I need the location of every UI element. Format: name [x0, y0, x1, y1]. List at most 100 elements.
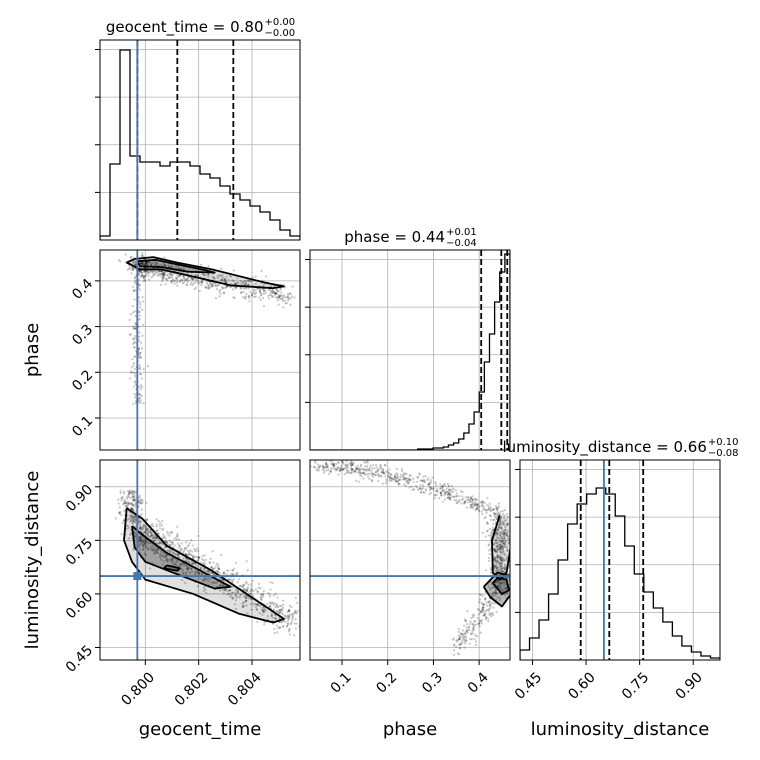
- sample-point: [152, 262, 155, 265]
- sample-point: [216, 566, 220, 569]
- sample-point: [362, 468, 365, 471]
- sample-point: [180, 267, 183, 270]
- sample-point: [291, 614, 294, 617]
- sample-point: [166, 533, 170, 536]
- sample-point: [501, 567, 504, 570]
- sample-point: [129, 520, 132, 523]
- sample-point: [498, 585, 502, 588]
- sample-point: [165, 541, 168, 544]
- sample-point: [488, 613, 491, 616]
- sample-point: [477, 613, 480, 616]
- sample-point: [138, 269, 141, 273]
- sample-point: [385, 478, 388, 481]
- sample-point: [503, 531, 506, 534]
- sample-point: [227, 592, 231, 595]
- sample-point: [138, 548, 142, 551]
- sample-point: [207, 284, 210, 287]
- sample-point: [250, 588, 254, 591]
- sample-point: [273, 631, 276, 635]
- sample-point: [501, 510, 504, 513]
- sample-point: [134, 521, 137, 524]
- sample-point: [227, 577, 230, 581]
- sample-point: [248, 597, 251, 600]
- sample-point: [336, 466, 340, 469]
- sample-point: [261, 613, 264, 616]
- sample-point: [187, 558, 190, 561]
- sample-point: [482, 614, 485, 617]
- sample-point: [235, 592, 238, 596]
- sample-point: [512, 527, 514, 529]
- sample-point: [407, 477, 410, 480]
- sample-point: [480, 610, 483, 613]
- sample-point: [129, 313, 132, 316]
- sample-point: [275, 603, 279, 607]
- sample-point: [227, 569, 230, 572]
- sample-point: [212, 567, 215, 571]
- sample-point: [289, 622, 292, 626]
- sample-point: [446, 493, 449, 496]
- sample-point: [149, 270, 152, 274]
- sample-point: [256, 620, 259, 624]
- sample-point: [492, 555, 496, 559]
- sample-point: [495, 610, 498, 613]
- sample-point: [478, 619, 481, 622]
- sample-point: [153, 550, 156, 553]
- sample-point: [163, 535, 166, 538]
- sample-point: [282, 293, 285, 297]
- sample-point: [132, 362, 136, 365]
- sample-point: [258, 604, 261, 608]
- tick-label-x-phase: 0.3: [419, 669, 446, 696]
- sample-point: [176, 535, 179, 538]
- sample-point: [216, 275, 219, 278]
- sample-point: [349, 467, 353, 470]
- sample-point: [270, 615, 273, 618]
- sample-point: [478, 510, 481, 513]
- sample-point: [434, 490, 438, 493]
- sample-point: [488, 514, 492, 517]
- sample-point: [261, 608, 265, 612]
- sample-point: [133, 531, 137, 535]
- sample-point: [138, 523, 141, 526]
- sample-point: [191, 278, 194, 281]
- sample-point: [140, 341, 143, 344]
- sample-point: [140, 271, 144, 274]
- sample-point: [420, 479, 424, 482]
- sample-point: [180, 548, 183, 551]
- sample-point: [254, 288, 257, 292]
- sample-point: [134, 517, 137, 520]
- sample-point: [287, 610, 290, 613]
- sample-point: [464, 619, 467, 622]
- sample-point: [245, 580, 248, 584]
- sample-point: [152, 539, 156, 543]
- sample-point: [165, 556, 168, 560]
- sample-point: [129, 490, 132, 493]
- sample-point: [482, 610, 485, 614]
- sample-point: [451, 638, 454, 641]
- hist-panel-phase: [305, 249, 511, 451]
- sample-point: [494, 564, 498, 567]
- sample-point: [142, 525, 145, 528]
- sample-point: [246, 588, 249, 591]
- sample-point: [287, 617, 290, 620]
- sample-point: [474, 500, 477, 503]
- sample-point: [440, 494, 443, 497]
- sample-point: [494, 513, 497, 516]
- sample-point: [475, 502, 478, 505]
- sample-point: [459, 643, 462, 646]
- sample-point: [492, 508, 496, 511]
- sample-point: [489, 603, 492, 606]
- sample-point: [447, 488, 451, 491]
- sample-point: [133, 277, 137, 280]
- sample-point: [497, 547, 500, 550]
- sample-point: [192, 282, 196, 285]
- sample-point: [464, 640, 467, 643]
- sample-point: [452, 644, 455, 647]
- sample-point: [239, 280, 242, 283]
- sample-point: [147, 529, 150, 532]
- sample-point: [134, 534, 137, 537]
- sample-point: [186, 281, 189, 284]
- sample-point: [121, 496, 124, 500]
- sample-point: [232, 296, 235, 299]
- sample-point: [246, 569, 249, 572]
- sample-point: [172, 562, 176, 565]
